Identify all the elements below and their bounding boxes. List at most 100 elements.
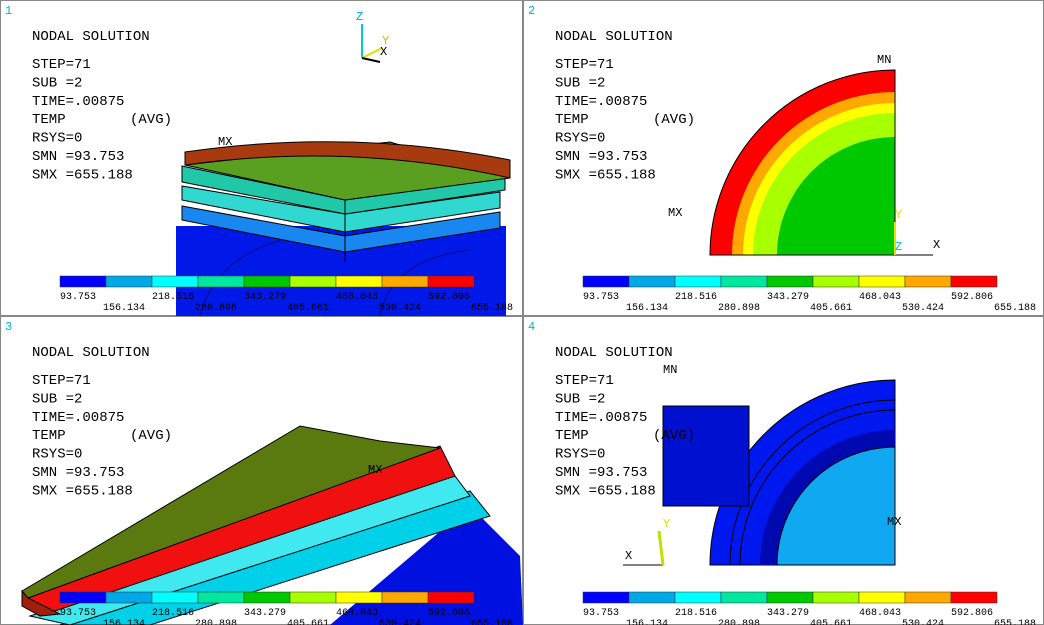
legend-swatch bbox=[244, 276, 290, 287]
legend-label: 592.806 bbox=[428, 608, 470, 619]
info-line: RSYS=0 bbox=[555, 131, 605, 147]
viewport-number: 1 bbox=[5, 4, 12, 18]
viewport-number: 3 bbox=[5, 320, 12, 334]
legend-label: 218.516 bbox=[152, 292, 194, 303]
legend-swatch bbox=[905, 276, 951, 287]
legend-label: 405.661 bbox=[287, 619, 329, 625]
legend-swatch bbox=[675, 592, 721, 603]
info-line: TEMP bbox=[32, 428, 66, 444]
legend-swatch bbox=[198, 592, 244, 603]
legend-label: 280.898 bbox=[195, 303, 237, 314]
marker-label: Z bbox=[356, 10, 363, 24]
legend-swatch bbox=[60, 592, 106, 603]
legend-label: 592.806 bbox=[428, 292, 470, 303]
marker-label: MX bbox=[368, 463, 382, 477]
legend-label: 280.898 bbox=[718, 619, 760, 625]
info-line: SMN =93.753 bbox=[32, 149, 124, 165]
legend-label: 468.043 bbox=[859, 608, 901, 619]
info-line: TIME=.00875 bbox=[32, 94, 124, 110]
info-line: STEP=71 bbox=[555, 57, 614, 73]
legend-label: 218.516 bbox=[152, 608, 194, 619]
avg-label: (AVG) bbox=[130, 112, 172, 128]
marker-label: X bbox=[625, 549, 632, 563]
title: NODAL SOLUTION bbox=[32, 345, 150, 361]
legend-swatch bbox=[428, 276, 474, 287]
legend-swatch bbox=[106, 592, 152, 603]
info-line: SMX =655.188 bbox=[32, 167, 133, 183]
legend-label: 468.043 bbox=[336, 292, 378, 303]
info-line: SUB =2 bbox=[32, 75, 82, 91]
legend-swatch bbox=[290, 592, 336, 603]
legend-swatch bbox=[767, 592, 813, 603]
marker-label: Z bbox=[895, 240, 902, 254]
legend-swatch bbox=[951, 592, 997, 603]
info-line: STEP=71 bbox=[32, 57, 91, 73]
legend-label: 156.134 bbox=[103, 303, 145, 314]
legend-swatch bbox=[583, 592, 629, 603]
title: NODAL SOLUTION bbox=[555, 345, 673, 361]
legend-label: 93.753 bbox=[583, 608, 619, 619]
marker-label: MX bbox=[887, 515, 901, 529]
legend-swatch bbox=[675, 276, 721, 287]
legend-swatch bbox=[813, 592, 859, 603]
viewport-number: 2 bbox=[528, 4, 535, 18]
legend-swatch bbox=[244, 592, 290, 603]
legend-swatch bbox=[629, 592, 675, 603]
legend-swatch bbox=[721, 592, 767, 603]
marker-label: X bbox=[933, 238, 940, 252]
legend-label: 655.188 bbox=[471, 619, 513, 625]
legend-label: 655.188 bbox=[471, 303, 513, 314]
legend-label: 218.516 bbox=[675, 608, 717, 619]
info-line: TEMP bbox=[555, 428, 589, 444]
legend-label: 93.753 bbox=[60, 608, 96, 619]
legend-swatch bbox=[583, 276, 629, 287]
legend-label: 93.753 bbox=[583, 292, 619, 303]
legend-swatch bbox=[905, 592, 951, 603]
legend-label: 156.134 bbox=[626, 303, 668, 314]
legend-label: 280.898 bbox=[195, 619, 237, 625]
marker-label: MX bbox=[668, 206, 682, 220]
legend-label: 530.424 bbox=[379, 619, 421, 625]
legend-label: 343.279 bbox=[767, 608, 809, 619]
info-line: SUB =2 bbox=[555, 75, 605, 91]
legend-label: 468.043 bbox=[859, 292, 901, 303]
info-line: SMN =93.753 bbox=[555, 465, 647, 481]
title: NODAL SOLUTION bbox=[32, 29, 150, 45]
info-line: SMN =93.753 bbox=[555, 149, 647, 165]
info-line: RSYS=0 bbox=[32, 447, 82, 463]
marker-label: X bbox=[380, 45, 387, 59]
info-line: TIME=.00875 bbox=[555, 410, 647, 426]
legend-label: 280.898 bbox=[718, 303, 760, 314]
ansys-window: 93.753 218.516 343.279 468.043 592.806 156.13… bbox=[0, 0, 1044, 625]
legend-label: 156.134 bbox=[626, 619, 668, 625]
legend-label: 530.424 bbox=[379, 303, 421, 314]
marker-label: MN bbox=[663, 363, 677, 377]
title: NODAL SOLUTION bbox=[555, 29, 673, 45]
legend-swatch bbox=[60, 276, 106, 287]
info-line: TIME=.00875 bbox=[555, 94, 647, 110]
legend-label: 468.043 bbox=[336, 608, 378, 619]
legend-label: 405.661 bbox=[810, 303, 852, 314]
legend-swatch bbox=[152, 276, 198, 287]
legend-swatch bbox=[813, 276, 859, 287]
legend-swatch bbox=[152, 592, 198, 603]
legend-label: 592.806 bbox=[951, 292, 993, 303]
legend-swatch bbox=[859, 592, 905, 603]
info-line: SMN =93.753 bbox=[32, 465, 124, 481]
core bbox=[663, 406, 749, 506]
info-line: STEP=71 bbox=[555, 373, 614, 389]
marker-label: MX bbox=[218, 135, 232, 149]
legend-label: 655.188 bbox=[994, 303, 1036, 314]
info-line: SUB =2 bbox=[555, 391, 605, 407]
legend-swatch bbox=[336, 592, 382, 603]
marker-label: MN bbox=[877, 53, 891, 67]
legend-swatch bbox=[106, 276, 152, 287]
legend-swatch bbox=[721, 276, 767, 287]
legend-label: 93.753 bbox=[60, 292, 96, 303]
info-line: TEMP bbox=[555, 112, 589, 128]
info-line: RSYS=0 bbox=[555, 447, 605, 463]
marker-label: Y bbox=[663, 517, 670, 531]
